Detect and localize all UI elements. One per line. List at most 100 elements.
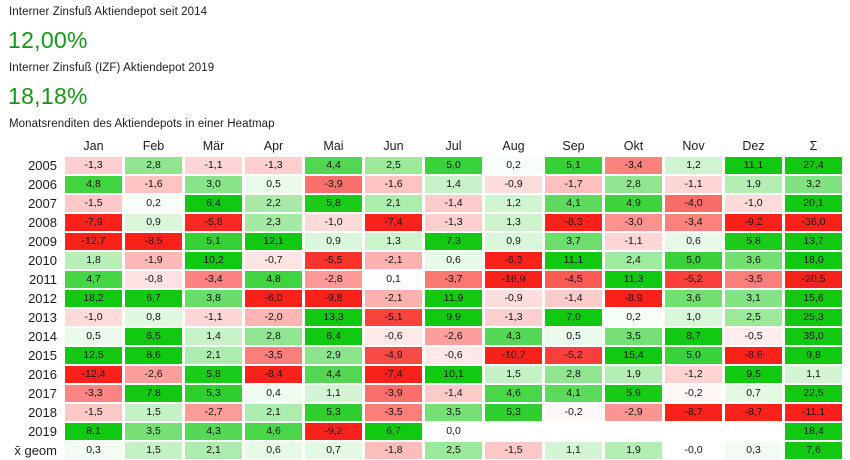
heatmap-cell[interactable]: 5,0 (665, 252, 722, 269)
heatmap-cell[interactable]: 4,7 (65, 271, 122, 288)
heatmap-cell[interactable]: 1,1 (785, 366, 842, 383)
heatmap-cell[interactable]: 5,3 (485, 404, 542, 421)
heatmap-cell[interactable]: -1,7 (545, 176, 602, 193)
heatmap-cell[interactable]: -2,0 (245, 309, 302, 326)
heatmap-cell[interactable]: 5,8 (725, 233, 782, 250)
heatmap-cell[interactable]: -16,9 (485, 271, 542, 288)
heatmap-cell[interactable]: 1,0 (665, 309, 722, 326)
heatmap-cell[interactable]: 4,3 (185, 423, 242, 440)
heatmap-cell[interactable]: -9,2 (305, 423, 362, 440)
heatmap-cell[interactable]: -3,9 (305, 176, 362, 193)
heatmap-cell[interactable]: -0,2 (545, 404, 602, 421)
heatmap-cell[interactable]: 1,5 (485, 366, 542, 383)
heatmap-cell[interactable]: -0,6 (365, 328, 422, 345)
heatmap-cell[interactable]: 3,5 (605, 328, 662, 345)
heatmap-cell[interactable]: -7,4 (365, 366, 422, 383)
heatmap-cell[interactable]: -3,9 (365, 385, 422, 402)
heatmap-cell[interactable]: 1,2 (665, 157, 722, 174)
heatmap-cell[interactable]: 2,8 (545, 366, 602, 383)
heatmap-cell[interactable]: -1,0 (65, 309, 122, 326)
heatmap-cell[interactable]: 0,3 (65, 442, 122, 459)
heatmap-cell[interactable]: -2,1 (365, 290, 422, 307)
heatmap-cell[interactable]: -0,2 (665, 385, 722, 402)
heatmap-cell[interactable]: -8,3 (545, 214, 602, 231)
heatmap-cell[interactable]: -1,5 (65, 404, 122, 421)
heatmap-cell[interactable]: -8,7 (665, 404, 722, 421)
heatmap-cell[interactable]: 2,8 (125, 157, 182, 174)
heatmap-cell[interactable]: -3,7 (425, 271, 482, 288)
heatmap-cell[interactable]: 6,4 (305, 328, 362, 345)
heatmap-cell[interactable]: 27,4 (785, 157, 842, 174)
heatmap-cell[interactable]: 5,8 (185, 366, 242, 383)
heatmap-cell[interactable]: -3,5 (725, 271, 782, 288)
heatmap-cell[interactable]: 2,1 (185, 442, 242, 459)
heatmap-cell[interactable]: -4,5 (545, 271, 602, 288)
heatmap-cell[interactable]: -0,5 (725, 328, 782, 345)
heatmap-cell[interactable]: -0,6 (425, 347, 482, 364)
heatmap-cell[interactable]: -1,1 (605, 233, 662, 250)
heatmap-cell[interactable]: -4,0 (665, 195, 722, 212)
heatmap-cell[interactable]: -0,7 (245, 252, 302, 269)
heatmap-cell[interactable]: 1,4 (425, 176, 482, 193)
heatmap-cell[interactable]: -0,0 (665, 442, 722, 459)
heatmap-cell[interactable]: -9,2 (725, 214, 782, 231)
heatmap-cell[interactable] (665, 423, 722, 440)
heatmap-cell[interactable]: 0,8 (125, 309, 182, 326)
heatmap-cell[interactable]: -2,7 (185, 404, 242, 421)
heatmap-cell[interactable]: 3,2 (785, 176, 842, 193)
heatmap-cell[interactable]: -5,2 (665, 271, 722, 288)
heatmap-cell[interactable]: 1,9 (605, 366, 662, 383)
heatmap-cell[interactable]: -3,4 (665, 214, 722, 231)
heatmap-cell[interactable]: -2,1 (365, 252, 422, 269)
heatmap-cell[interactable]: 0,9 (485, 233, 542, 250)
heatmap-cell[interactable]: 1,4 (185, 328, 242, 345)
heatmap-cell[interactable]: -6,0 (245, 290, 302, 307)
heatmap-cell[interactable]: 0,5 (245, 176, 302, 193)
heatmap-cell[interactable]: 2,3 (245, 214, 302, 231)
heatmap-cell[interactable]: 0,9 (305, 233, 362, 250)
heatmap-cell[interactable]: -1,5 (485, 442, 542, 459)
heatmap-cell[interactable]: -3,5 (365, 404, 422, 421)
heatmap-cell[interactable]: -7,4 (365, 214, 422, 231)
heatmap-cell[interactable]: 3,6 (725, 252, 782, 269)
heatmap-cell[interactable]: -3,5 (245, 347, 302, 364)
heatmap-cell[interactable]: 1,5 (125, 442, 182, 459)
heatmap-cell[interactable]: 1,1 (305, 385, 362, 402)
heatmap-cell[interactable]: 22,5 (785, 385, 842, 402)
heatmap-cell[interactable]: 11,1 (545, 252, 602, 269)
heatmap-cell[interactable]: -1,3 (65, 157, 122, 174)
heatmap-cell[interactable]: -3,4 (185, 271, 242, 288)
heatmap-cell[interactable]: -36,0 (785, 214, 842, 231)
heatmap-cell[interactable]: 2,9 (305, 347, 362, 364)
heatmap-cell[interactable]: 4,4 (305, 366, 362, 383)
heatmap-cell[interactable]: 1,9 (605, 442, 662, 459)
heatmap-cell[interactable]: -1,6 (365, 176, 422, 193)
heatmap-cell[interactable] (545, 423, 602, 440)
heatmap-cell[interactable]: 18,0 (785, 252, 842, 269)
heatmap-cell[interactable] (725, 423, 782, 440)
heatmap-cell[interactable]: 9,8 (785, 347, 842, 364)
heatmap-cell[interactable]: 3,5 (125, 423, 182, 440)
heatmap-cell[interactable]: -1,0 (725, 195, 782, 212)
heatmap-cell[interactable]: 4,6 (245, 423, 302, 440)
heatmap-cell[interactable]: 4,8 (245, 271, 302, 288)
heatmap-cell[interactable]: -1,9 (125, 252, 182, 269)
heatmap-cell[interactable]: 6,4 (185, 195, 242, 212)
heatmap-cell[interactable] (485, 423, 542, 440)
heatmap-cell[interactable]: 3,8 (185, 290, 242, 307)
heatmap-cell[interactable]: 4,1 (545, 385, 602, 402)
heatmap-cell[interactable]: 0,1 (365, 271, 422, 288)
heatmap-cell[interactable]: 25,3 (785, 309, 842, 326)
heatmap-cell[interactable]: 5,1 (545, 157, 602, 174)
heatmap-cell[interactable]: 3,7 (545, 233, 602, 250)
heatmap-cell[interactable]: 9,9 (425, 309, 482, 326)
heatmap-cell[interactable]: 5,3 (305, 404, 362, 421)
heatmap-cell[interactable]: 3,5 (425, 404, 482, 421)
heatmap-cell[interactable]: 3,6 (665, 290, 722, 307)
heatmap-cell[interactable]: 5,9 (605, 385, 662, 402)
heatmap-cell[interactable]: 2,2 (245, 195, 302, 212)
heatmap-cell[interactable]: 0,4 (245, 385, 302, 402)
heatmap-cell[interactable]: 3,0 (185, 176, 242, 193)
heatmap-cell[interactable]: 5,0 (665, 347, 722, 364)
heatmap-cell[interactable]: 2,5 (725, 309, 782, 326)
